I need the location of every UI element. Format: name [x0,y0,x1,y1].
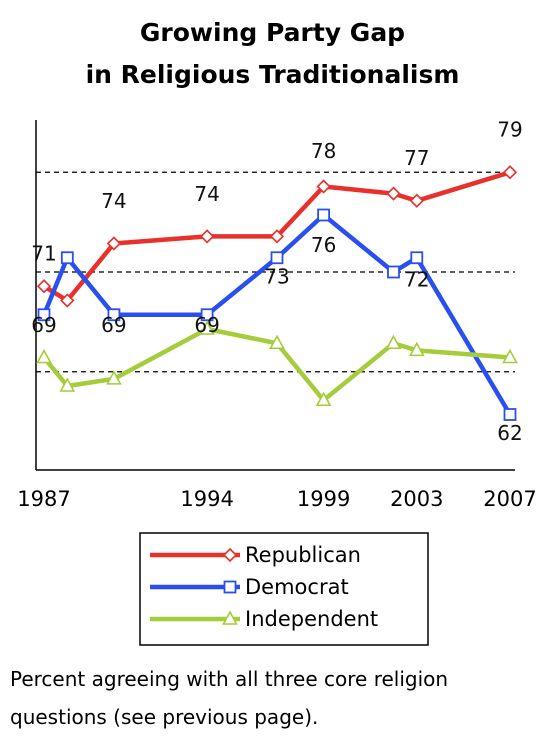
chart-axes [35,120,515,471]
x-tick-label: 2003 [390,487,443,511]
data-label: 69 [194,313,219,337]
legend-label-democrat: Democrat [245,575,349,599]
democrat-point [270,251,284,265]
democrat-point [60,251,74,265]
independent-point [199,320,215,335]
line-chart: 1987 1994 1999 2003 2007 7169746974697378767… [17,118,537,646]
independent-point [269,334,285,350]
independent-point [315,391,332,407]
republican-point [316,179,331,194]
legend: Republican Democrat Independent [139,532,429,646]
series-markers [36,165,518,421]
independent-point [408,341,425,357]
democrat-point [410,251,424,265]
x-tick-label: 1994 [180,487,233,511]
legend-label-republican: Republican [245,543,361,567]
footnote: Percent agreeing with all three core rel… [10,667,449,729]
republican-point [269,229,285,244]
data-label: 78 [311,139,336,163]
democrat-point [37,308,51,322]
x-tick-labels: 1987 1994 1999 2003 2007 [17,487,536,511]
republican-point [409,193,424,208]
legend-marker-independent [222,610,238,625]
data-label: 72 [404,267,429,291]
x-tick-label: 1987 [17,487,70,511]
data-label: 73 [264,264,289,288]
republican-point [199,229,215,244]
legend-label-independent: Independent [245,607,378,631]
republican-point [36,279,52,294]
independent-point [59,377,76,392]
republican-point [386,186,401,201]
democrat-point [200,308,214,322]
chart-title: Growing Party Gap [139,18,406,47]
independent-point [502,348,518,364]
democrat-point [107,308,121,322]
data-label: 79 [497,118,522,142]
democrat-point [503,408,517,421]
data-label: 62 [497,421,522,445]
democrat-point [317,208,331,222]
reference-lines [36,171,515,373]
data-label: 69 [31,313,56,337]
independent-point [36,348,52,364]
republican-point [60,293,75,308]
data-label: 76 [311,233,336,257]
democrat-point [387,265,400,279]
x-tick-label: 1999 [297,487,350,511]
data-label: 74 [101,189,126,213]
data-label: 71 [31,242,56,266]
independent-point [385,334,402,350]
chart-subtitle: in Religious Traditionalism [85,60,460,89]
data-label: 74 [194,182,219,206]
republican-point [106,236,122,251]
republican-point [502,165,518,180]
data-label: 77 [404,146,429,170]
x-tick-label: 2007 [483,487,536,511]
independent-point [106,370,122,385]
legend-marker-democrat [223,580,237,594]
data-labels: 71 69 74 69 74 69 73 78 76 77 72 79 62 [31,118,522,446]
legend-marker-republican [222,547,238,563]
data-label: 69 [101,313,126,337]
